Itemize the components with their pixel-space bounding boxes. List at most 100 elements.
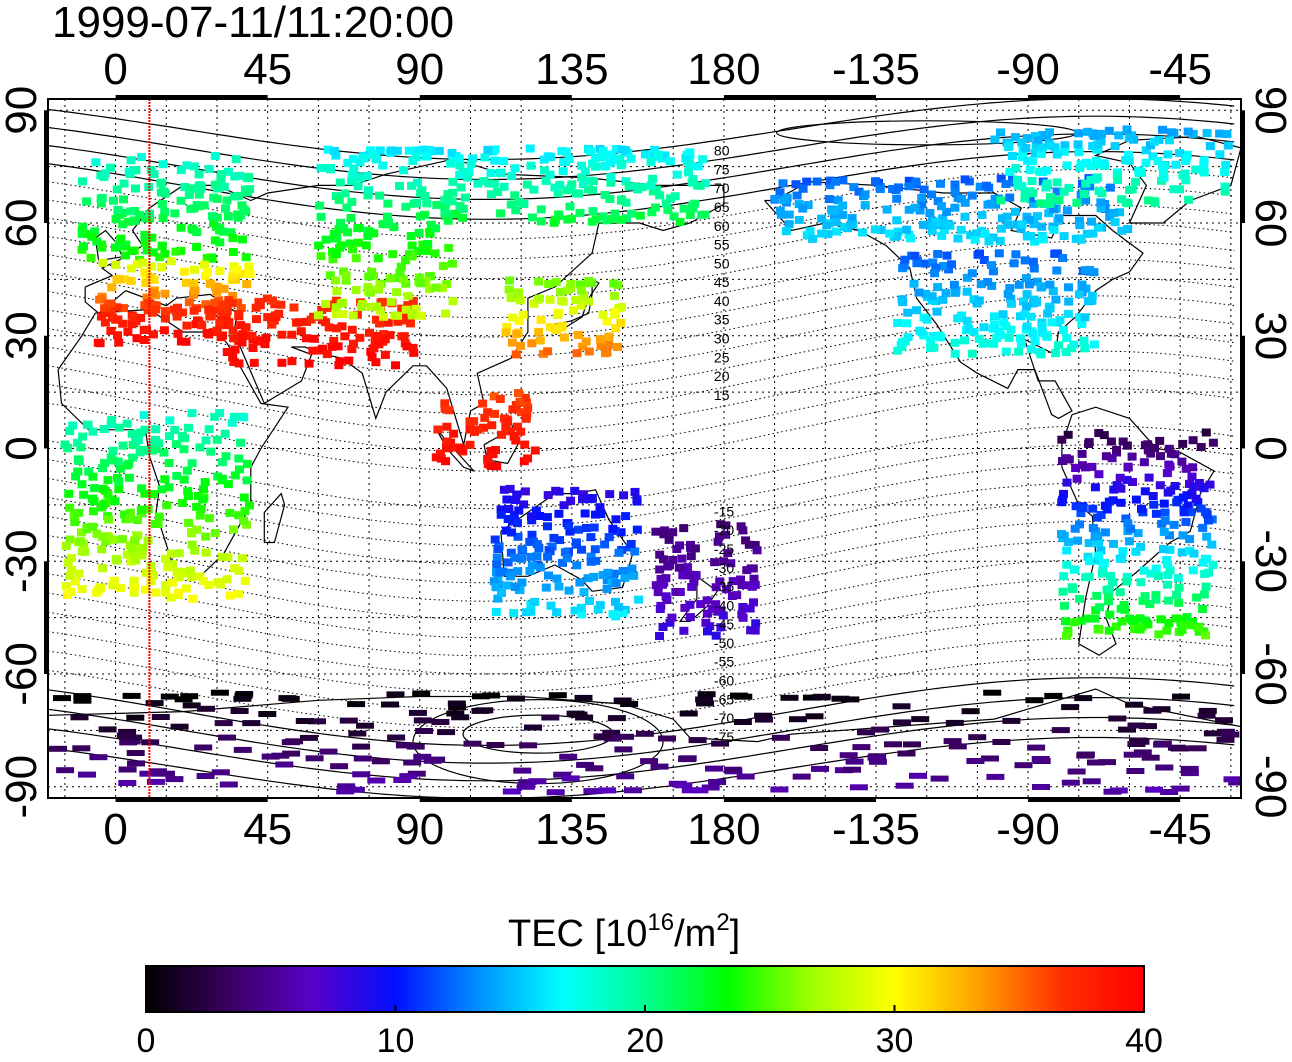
tec-point <box>897 750 916 757</box>
tec-point <box>425 285 435 293</box>
tec-point <box>1091 156 1101 165</box>
tec-point <box>1087 217 1096 226</box>
tec-point <box>1123 150 1133 159</box>
tec-point <box>805 227 815 236</box>
tec-point <box>1119 601 1129 609</box>
contour-label: -40 <box>714 597 734 613</box>
tec-point <box>88 472 98 481</box>
tec-point <box>1146 569 1156 578</box>
tec-point <box>511 206 521 215</box>
tec-point <box>1163 560 1173 569</box>
tec-point <box>567 180 577 189</box>
tec-point <box>1029 220 1039 229</box>
tec-point <box>721 521 731 530</box>
tec-point <box>389 223 399 232</box>
tec-point <box>1045 304 1055 313</box>
tec-point <box>150 519 160 528</box>
tec-point <box>513 422 522 431</box>
tec-point <box>601 349 610 358</box>
tec-point <box>723 766 742 773</box>
tec-point <box>899 261 909 270</box>
contour-label: 65 <box>714 199 730 215</box>
tec-point <box>882 205 892 214</box>
tec-point <box>1054 196 1064 205</box>
tec-point <box>1185 535 1195 544</box>
tec-point <box>361 241 371 250</box>
tec-point <box>578 495 587 504</box>
tec-point <box>341 271 351 280</box>
tec-point <box>512 330 522 338</box>
tec-point <box>564 586 574 595</box>
tec-point <box>392 288 402 297</box>
tec-point <box>408 296 418 305</box>
tec-point <box>936 179 945 188</box>
tec-point <box>480 413 490 422</box>
tec-point <box>402 342 412 351</box>
tec-point <box>219 312 229 321</box>
tec-point <box>929 343 939 352</box>
tec-point <box>90 227 100 236</box>
tec-point <box>944 265 954 274</box>
tec-point <box>596 509 606 518</box>
tec-point <box>902 319 912 328</box>
tec-point <box>341 276 351 285</box>
tec-point <box>664 535 674 544</box>
tec-point <box>239 205 249 214</box>
tec-point <box>1122 125 1132 134</box>
tec-point <box>148 248 158 257</box>
tec-point <box>98 564 108 573</box>
tec-point <box>1071 464 1081 472</box>
tec-point <box>1148 492 1158 500</box>
tec-point <box>495 395 505 403</box>
tec-point <box>468 154 478 163</box>
tec-point <box>640 150 650 159</box>
tec-point <box>661 199 671 208</box>
tec-point <box>1199 156 1209 165</box>
tec-point <box>583 788 602 795</box>
tec-point <box>504 581 513 590</box>
tec-point <box>576 603 586 612</box>
tec-point <box>114 240 124 249</box>
tec-point <box>620 573 630 582</box>
tec-point <box>1104 585 1114 594</box>
tec-point <box>665 618 675 627</box>
tec-point <box>215 318 225 327</box>
tec-point <box>674 563 684 572</box>
tec-point <box>209 219 219 228</box>
tec-point <box>672 170 682 179</box>
tec-point <box>220 429 230 438</box>
tec-point <box>1198 605 1208 613</box>
tec-point <box>1182 613 1192 622</box>
tec-point <box>74 569 84 578</box>
tec-point <box>169 305 179 314</box>
tec-point <box>517 545 527 554</box>
tec-point <box>650 145 660 154</box>
tec-point <box>674 782 693 789</box>
tec-point <box>239 413 249 422</box>
tec-point <box>1141 754 1160 761</box>
tec-point <box>201 548 211 557</box>
frame-bar-bottom <box>115 798 268 802</box>
tec-point <box>1180 770 1199 777</box>
tec-point <box>348 730 367 737</box>
tec-point <box>1073 140 1083 149</box>
tec-point <box>486 742 505 748</box>
tec-point <box>983 689 1002 696</box>
tec-data-points <box>49 125 1241 796</box>
tec-point <box>585 765 604 772</box>
magnetic-contour <box>48 115 1235 181</box>
tec-point <box>1014 762 1033 769</box>
tec-point <box>318 344 328 353</box>
tec-point <box>960 175 970 184</box>
tec-point <box>1076 160 1086 169</box>
tec-point <box>294 318 303 327</box>
tec-point <box>506 294 516 302</box>
tec-point <box>1059 489 1068 498</box>
tec-point <box>962 316 972 325</box>
tec-point <box>530 597 540 606</box>
tec-point <box>693 181 703 190</box>
tec-point <box>719 557 729 566</box>
tec-point <box>822 221 832 230</box>
tec-point <box>794 215 804 224</box>
tec-point <box>936 333 946 342</box>
